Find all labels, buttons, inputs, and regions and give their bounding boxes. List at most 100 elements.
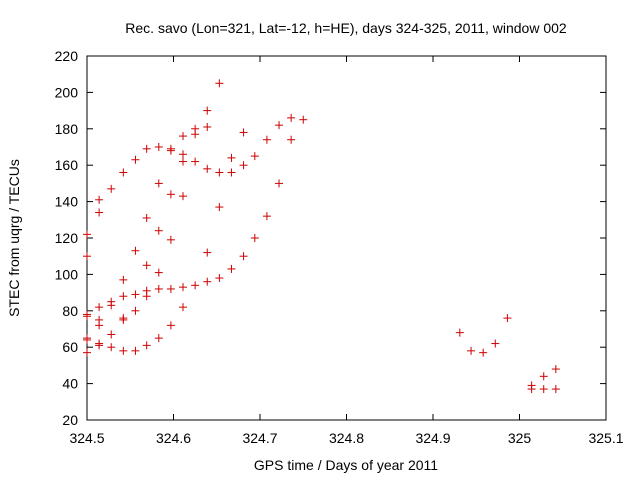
x-tick-label: 324.5 xyxy=(69,430,104,446)
x-tick-label: 324.8 xyxy=(329,430,364,446)
data-point xyxy=(203,106,212,115)
y-tick-label: 80 xyxy=(62,303,78,319)
data-point xyxy=(191,130,200,139)
data-point xyxy=(275,121,284,130)
data-point xyxy=(227,153,236,162)
data-point xyxy=(179,283,188,292)
data-point xyxy=(119,168,128,177)
data-point xyxy=(166,146,175,155)
data-point xyxy=(142,341,151,350)
data-point xyxy=(539,372,548,381)
data-point xyxy=(131,290,140,299)
data-point xyxy=(287,113,296,122)
data-point xyxy=(83,348,91,357)
data-point xyxy=(455,328,464,337)
data-point xyxy=(95,341,104,350)
data-point xyxy=(503,314,512,323)
data-point xyxy=(131,155,140,164)
data-point xyxy=(83,335,91,344)
data-point xyxy=(154,268,163,277)
x-tick-label: 325.1 xyxy=(588,430,623,446)
data-point xyxy=(239,161,248,170)
data-point xyxy=(539,385,548,394)
data-point xyxy=(131,346,140,355)
data-point xyxy=(166,321,175,330)
data-point xyxy=(119,275,128,284)
data-point xyxy=(107,330,116,339)
data-point xyxy=(166,235,175,244)
data-point xyxy=(215,168,224,177)
y-tick-label: 200 xyxy=(55,84,79,100)
y-tick-label: 100 xyxy=(55,266,79,282)
data-point xyxy=(551,365,560,374)
data-point xyxy=(154,334,163,343)
data-point xyxy=(166,190,175,199)
data-point xyxy=(95,195,104,204)
data-point xyxy=(491,339,500,348)
data-point xyxy=(154,226,163,235)
data-point xyxy=(250,152,259,161)
data-point xyxy=(179,157,188,166)
y-tick-label: 180 xyxy=(55,121,79,137)
data-point xyxy=(215,274,224,283)
data-point xyxy=(107,301,116,310)
data-point xyxy=(83,230,91,239)
data-point xyxy=(131,246,140,255)
axes-layer: 20 40 60 80 100 120 140 160 180 200 220 324.5 324.6 3… xyxy=(55,48,624,446)
data-point xyxy=(119,292,128,301)
data-point xyxy=(107,184,116,193)
data-point xyxy=(154,143,163,151)
data-point xyxy=(142,261,151,270)
data-point xyxy=(203,164,212,173)
x-axis-label: GPS time / Days of year 2011 xyxy=(254,457,438,473)
data-point xyxy=(191,157,200,166)
data-point xyxy=(215,79,224,88)
data-point xyxy=(95,321,104,330)
data-point xyxy=(142,213,151,222)
data-point xyxy=(179,192,188,201)
data-point xyxy=(479,348,488,357)
data-point xyxy=(166,284,175,293)
y-tick-label: 140 xyxy=(55,194,79,210)
data-point xyxy=(95,303,104,312)
data-points-layer xyxy=(83,79,560,394)
y-tick-label: 220 xyxy=(55,48,79,64)
y-tick-label: 120 xyxy=(55,230,79,246)
data-point xyxy=(262,212,271,221)
data-point xyxy=(142,292,151,301)
data-point xyxy=(215,203,224,212)
data-point xyxy=(154,179,163,188)
data-point xyxy=(179,150,188,159)
data-point xyxy=(239,128,248,137)
data-point xyxy=(179,132,188,141)
y-tick-label: 20 xyxy=(62,412,78,428)
data-point xyxy=(179,303,188,312)
data-point xyxy=(203,122,212,131)
data-point xyxy=(131,306,140,315)
data-point xyxy=(250,234,259,242)
data-point xyxy=(191,281,200,290)
data-point xyxy=(154,284,163,293)
data-point xyxy=(83,312,91,321)
y-tick-label: 40 xyxy=(62,376,78,392)
x-tick-label: 324.7 xyxy=(242,430,277,446)
data-point xyxy=(239,252,248,261)
data-point xyxy=(275,179,284,188)
x-tick-label: 325 xyxy=(508,430,532,446)
data-point xyxy=(527,385,536,394)
y-tick-label: 160 xyxy=(55,157,79,173)
data-point xyxy=(287,135,296,144)
data-point xyxy=(119,315,128,324)
data-point xyxy=(262,135,271,144)
y-tick-label: 60 xyxy=(62,339,78,355)
y-axis-label: STEC from uqrg / TECUs xyxy=(6,159,22,317)
data-point xyxy=(107,343,116,352)
data-point xyxy=(227,168,236,177)
data-point xyxy=(83,252,91,261)
data-point xyxy=(551,385,560,394)
chart-title: Rec. savo (Lon=321, Lat=-12, h=HE), days… xyxy=(125,20,567,36)
data-point xyxy=(203,248,212,257)
x-tick-label: 324.6 xyxy=(156,430,191,446)
